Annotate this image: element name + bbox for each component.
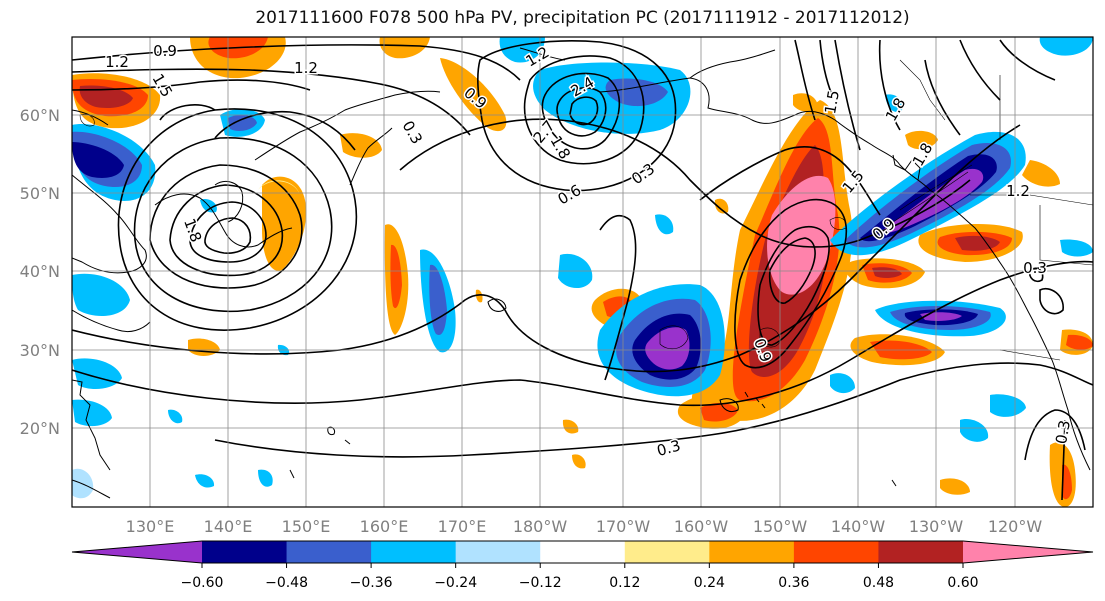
- lon-label: 150°E: [282, 517, 331, 536]
- colorbar-segment: [202, 541, 288, 563]
- colorbar-tick-label: −0.48: [265, 575, 308, 591]
- lon-label: 150°W: [753, 517, 808, 536]
- colorbar-segment: [624, 541, 710, 563]
- colorbar-segment: [709, 541, 795, 563]
- colorbar-tick-label: 0.24: [694, 575, 725, 591]
- colorbar-segment: [540, 541, 626, 563]
- lon-label: 160°W: [674, 517, 729, 536]
- colorbar-tick-label: −0.12: [519, 575, 562, 591]
- lat-label: 20°N: [20, 419, 60, 438]
- lon-label: 130°W: [909, 517, 964, 536]
- contour-label: 0.3: [1023, 259, 1047, 277]
- contour-label: 1.2: [1006, 182, 1030, 200]
- longitude-labels: 130°E 140°E 150°E 160°E 170°E 180°W 170°W 160°W…: [126, 517, 1043, 536]
- lon-label: 170°E: [438, 517, 487, 536]
- lon-label: 120°W: [988, 517, 1043, 536]
- colorbar-segment: [878, 541, 964, 563]
- colorbar-tick-label: 0.48: [863, 575, 894, 591]
- lat-label: 50°N: [20, 184, 60, 203]
- contour-label: 0.9: [153, 42, 177, 60]
- contour-label: 1.2: [105, 53, 129, 71]
- contour-label: 1.5: [821, 89, 843, 116]
- map-content: [72, 37, 1093, 507]
- colorbar-tick-label: 0.12: [609, 575, 640, 591]
- colorbar-ticks: −0.60 −0.48 −0.36 −0.24 −0.12 0.12 0.24 0.36 0.4…: [181, 563, 979, 591]
- lon-label: 180°W: [513, 517, 568, 536]
- lat-label: 30°N: [20, 341, 60, 360]
- colorbar-tick-label: −0.24: [434, 575, 477, 591]
- lon-label: 170°W: [596, 517, 651, 536]
- lon-label: 140°W: [831, 517, 886, 536]
- colorbar-segment: [371, 541, 457, 563]
- map-title: 2017111600 F078 500 hPa PV, precipitatio…: [255, 8, 910, 28]
- borders: [899, 59, 1093, 361]
- map-frame: [71, 36, 1094, 508]
- lat-label: 40°N: [20, 262, 60, 281]
- lat-label: 60°N: [20, 106, 60, 125]
- lon-label: 130°E: [126, 517, 175, 536]
- colorbar-segment: [455, 541, 541, 563]
- gridlines: [72, 37, 1093, 507]
- colorbar-extend-high: [963, 541, 1093, 563]
- colorbar-tick-label: −0.36: [350, 575, 393, 591]
- contour-label: 1.2: [294, 59, 318, 77]
- colorbar: [71, 540, 1094, 564]
- colorbar-tick-label: 0.60: [947, 575, 978, 591]
- pv-contours: [72, 39, 1093, 501]
- colorbar-tick-label: 0.36: [778, 575, 809, 591]
- latitude-labels: 60°N 50°N 40°N 30°N 20°N: [20, 106, 60, 438]
- coastlines: [72, 47, 1091, 499]
- colorbar-tick-label: −0.60: [181, 575, 224, 591]
- lon-label: 160°E: [360, 517, 409, 536]
- lon-label: 140°E: [204, 517, 253, 536]
- colorbar-segment: [286, 541, 372, 563]
- colorbar-extend-low: [72, 541, 202, 563]
- colorbar-segment: [793, 541, 879, 563]
